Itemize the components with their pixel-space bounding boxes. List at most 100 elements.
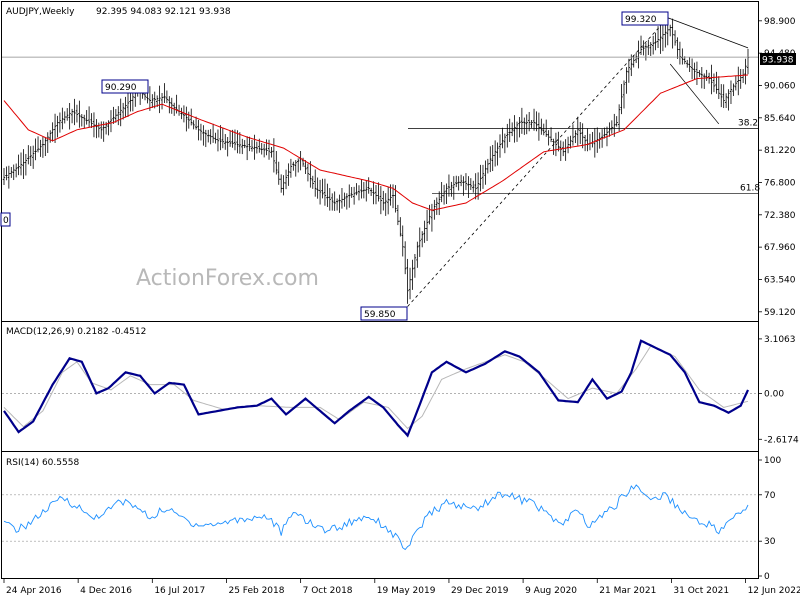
x-tick-label: 24 Apr 2016 (6, 586, 62, 596)
price-bar (209, 129, 212, 145)
price-bar (340, 187, 344, 209)
price-bar (406, 258, 409, 304)
price-bar (615, 116, 618, 127)
price-bar (467, 176, 470, 198)
price-bar (309, 161, 312, 188)
price-bar (48, 130, 52, 143)
price-bar (22, 149, 25, 180)
price-bar (323, 178, 327, 206)
price-bar (732, 83, 735, 97)
price-bar (228, 130, 232, 147)
price-bar (442, 184, 446, 205)
price-bar (525, 114, 528, 135)
price-bar (226, 136, 229, 157)
price-bar (547, 130, 550, 146)
macd-line (3, 339, 749, 438)
price-bar (571, 124, 575, 146)
price-bar (501, 127, 504, 149)
price-bar (651, 35, 655, 55)
price-bar (435, 197, 438, 215)
rsi-label: RSI(14) 60.5558 (6, 458, 79, 468)
price-bar (53, 113, 57, 143)
price-bar (549, 127, 553, 143)
price-bar (260, 142, 263, 155)
price-bar (722, 84, 725, 109)
price-bar (314, 169, 317, 197)
price-bar (245, 136, 249, 161)
price-bar (180, 107, 183, 120)
price-bar (119, 98, 122, 127)
price-bar (416, 241, 419, 268)
price-tick-label: 98.900 (764, 17, 796, 27)
price-bar (642, 40, 645, 56)
price-bar (462, 176, 465, 196)
x-tick-label: 19 May 2019 (377, 586, 436, 596)
price-bar (262, 143, 266, 158)
rsi-layer: 100 70 30 0 (2, 456, 781, 582)
price-bar (19, 152, 23, 176)
price-bar (219, 125, 222, 151)
price-bar (403, 241, 407, 275)
fib-label: 38.2 (738, 118, 758, 128)
macd-layer: 3.1063 0.00 -2.6174 (2, 335, 799, 445)
price-bar (267, 139, 271, 160)
price-bar (474, 173, 477, 200)
price-bar (698, 70, 701, 78)
price-bar (661, 23, 665, 52)
price-bar (292, 161, 295, 171)
price-bar (165, 90, 169, 104)
ohlc-label: 92.395 94.083 92.121 93.938 (96, 7, 231, 17)
price-bar (207, 129, 210, 143)
price-bar (12, 164, 15, 181)
price-bar (243, 140, 246, 149)
price-bar (634, 52, 638, 63)
symbol-label: AUDJPY,Weekly (6, 7, 75, 17)
price-bar (693, 62, 696, 81)
price-bar (87, 106, 91, 128)
price-bar (362, 182, 366, 199)
price-bar (289, 158, 293, 178)
price-tick-label: 76.800 (764, 178, 796, 188)
price-bar (7, 165, 11, 189)
rsi-tick-label: 70 (764, 491, 776, 501)
macd-tick-label: 0.00 (764, 389, 784, 399)
price-bar (58, 112, 62, 133)
price-bar (80, 114, 84, 127)
price-bar (455, 175, 458, 188)
price-bar (78, 100, 81, 128)
price-bar (372, 181, 375, 205)
price-bar (639, 35, 643, 55)
price-bar (703, 73, 706, 89)
price-bar (343, 192, 346, 207)
price-bar (265, 139, 268, 156)
price-bar (625, 67, 628, 94)
price-bar (345, 193, 349, 210)
price-bar (581, 123, 584, 149)
price-bar (294, 160, 297, 177)
price-bar (277, 161, 280, 185)
price-tick-label: 90.060 (764, 81, 796, 91)
price-bar (56, 115, 59, 138)
price-bar (627, 58, 631, 83)
price-bar (720, 84, 723, 108)
price-bar (712, 73, 716, 93)
price-bar (676, 37, 679, 59)
price-bar (211, 123, 215, 143)
price-bar (552, 138, 555, 155)
price-bar (537, 112, 541, 141)
price-bar (83, 114, 86, 129)
price-bar (664, 25, 667, 48)
price-bar (503, 133, 507, 154)
price-bar (109, 110, 113, 133)
price-tick-label: 67.960 (764, 243, 796, 253)
price-bar (739, 68, 742, 89)
price-bar (311, 175, 314, 189)
price-bar (649, 42, 652, 56)
price-bar (637, 40, 640, 69)
price-bar (574, 130, 577, 144)
annotation-high-2022: 99.320 (621, 11, 669, 26)
price-bar (379, 186, 383, 215)
price-bar (420, 231, 424, 248)
price-bar (182, 105, 186, 123)
price-bar (486, 158, 490, 174)
